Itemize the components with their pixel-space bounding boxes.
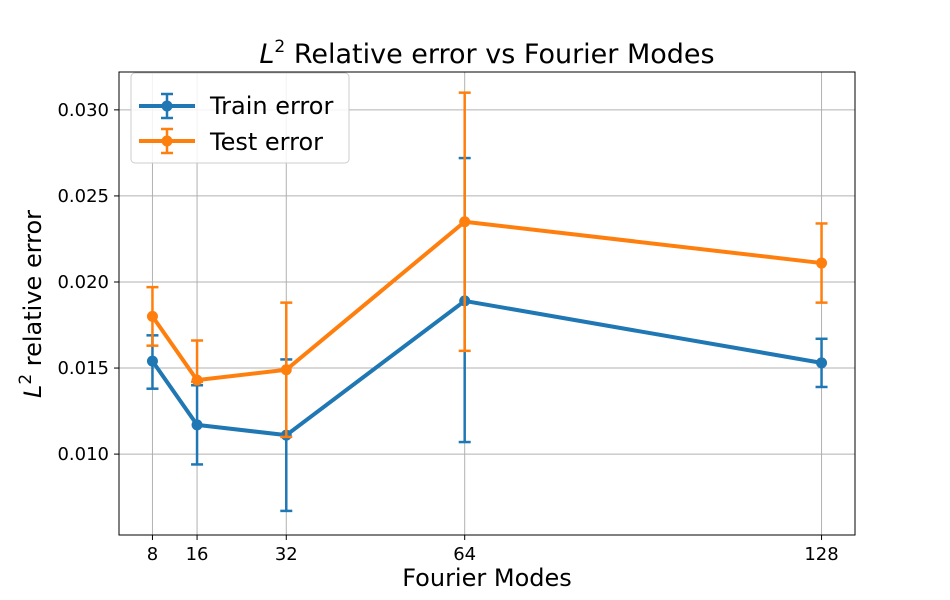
y-tick-label: 0.010 bbox=[57, 444, 109, 465]
axis-ticks: 8 16 32 64 128 0.010 0.015 0.020 0.025 0.030 bbox=[57, 100, 838, 565]
data-point-train bbox=[816, 357, 828, 369]
y-axis-label: L2 relative error bbox=[16, 210, 47, 398]
y-tick-label: 0.030 bbox=[57, 100, 109, 121]
chart-title-sup: 2 bbox=[274, 37, 285, 57]
y-axis-label-base: L bbox=[19, 385, 47, 398]
data-point-test bbox=[146, 310, 158, 322]
legend-marker-train bbox=[161, 100, 173, 112]
series-layer bbox=[146, 91, 828, 513]
chart-title-rest: Relative error vs Fourier Modes bbox=[285, 39, 714, 70]
x-tick-label: 8 bbox=[147, 544, 158, 565]
data-point-test bbox=[191, 374, 203, 386]
y-axis-label-rest: relative error bbox=[19, 210, 47, 374]
data-point-train bbox=[191, 419, 203, 431]
data-point-test bbox=[280, 364, 292, 376]
x-tick-label: 128 bbox=[804, 544, 838, 565]
y-tick-label: 0.025 bbox=[57, 186, 109, 207]
plot-frame bbox=[118, 71, 856, 536]
data-point-test bbox=[459, 216, 471, 228]
chart-title: L2 Relative error vs Fourier Modes bbox=[259, 37, 714, 70]
x-tick-label: 16 bbox=[186, 544, 209, 565]
data-point-train bbox=[146, 355, 158, 367]
y-axis-label-sup: 2 bbox=[16, 374, 36, 385]
y-tick-label: 0.015 bbox=[57, 358, 109, 379]
series-test bbox=[146, 91, 828, 439]
legend-label-test: Test error bbox=[209, 128, 323, 156]
chart-title-base: L bbox=[259, 39, 274, 70]
x-tick-label: 32 bbox=[275, 544, 298, 565]
legend: Train error Test error bbox=[130, 72, 350, 164]
legend-label-train: Train error bbox=[209, 92, 333, 120]
x-tick-label: 64 bbox=[453, 544, 476, 565]
x-axis-label: Fourier Modes bbox=[402, 564, 572, 592]
legend-marker-test bbox=[161, 135, 173, 147]
data-point-test bbox=[816, 257, 828, 269]
y-tick-label: 0.020 bbox=[57, 272, 109, 293]
legend-handles bbox=[139, 92, 195, 155]
